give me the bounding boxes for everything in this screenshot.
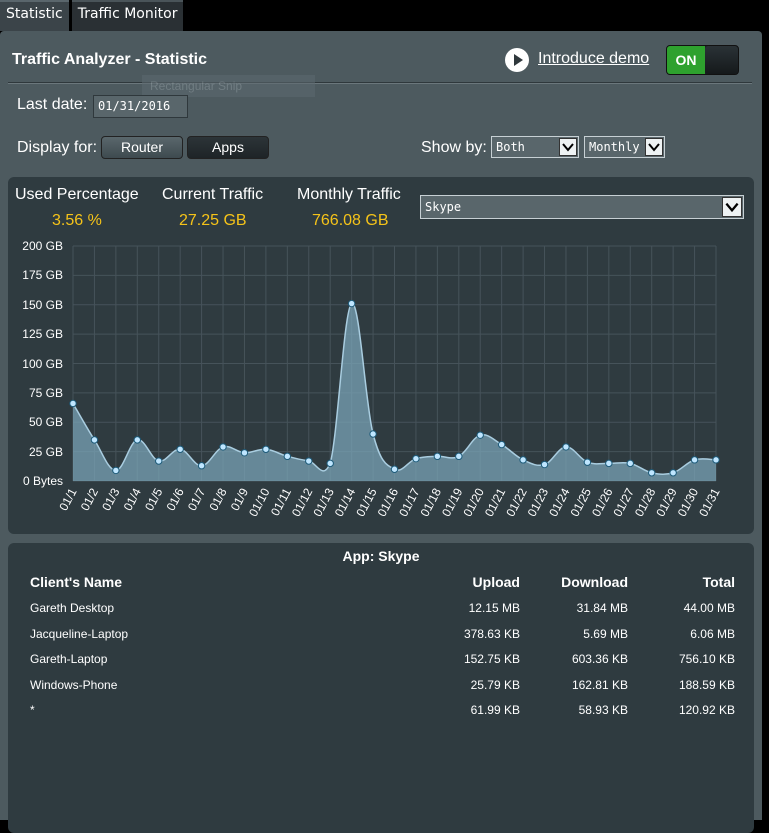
used-percentage-value: 3.56 % (52, 212, 102, 229)
table-cell-upload: 152.75 KB (463, 652, 520, 666)
period-select[interactable]: Monthly (584, 136, 665, 158)
y-tick-label: 200 GB (22, 239, 63, 253)
table-cell-total: 6.06 MB (690, 626, 735, 641)
last-date-input[interactable]: 01/31/2016 (93, 95, 188, 118)
table-cell-name: * (30, 703, 35, 717)
table-cell-download: 5.69 MB (583, 626, 628, 641)
table-cell-name: Gareth Desktop (30, 601, 115, 615)
y-tick-label: 125 GB (22, 327, 63, 342)
y-tick-label: 150 GB (22, 297, 63, 312)
table-cell-total: 756.10 KB (678, 652, 735, 666)
monthly-traffic-value: 766.08 GB (312, 212, 389, 229)
table-cell-total: 44.00 MB (683, 601, 735, 615)
app-select[interactable]: Skype (420, 195, 744, 219)
traffic-analyzer-toggle[interactable]: ON (666, 45, 739, 75)
table-cell-upload: 61.99 KB (470, 703, 520, 717)
table-cell-upload: 25.79 KB (470, 677, 520, 692)
direction-select[interactable]: Both (491, 136, 579, 158)
y-tick-label: 75 GB (28, 385, 63, 400)
display-for-label: Display for: (17, 139, 98, 156)
router-button[interactable]: Router (101, 136, 183, 159)
introduce-demo-link[interactable]: Introduce demo (538, 50, 650, 67)
table-cell-upload: 378.63 KB (463, 626, 520, 641)
table-cell-download: 603.36 KB (571, 652, 628, 666)
current-traffic-label: Current Traffic (162, 186, 264, 203)
toggle-on-label: ON (667, 46, 705, 74)
app-title: App: Skype (342, 548, 420, 564)
tab-traffic-monitor[interactable]: Traffic Monitor (71, 0, 184, 31)
chart-card: Used Percentage 3.56 % Current Traffic 2… (8, 177, 754, 534)
header-divider (8, 82, 752, 84)
y-tick-label: 175 GB (22, 268, 63, 283)
chevron-down-icon (559, 138, 577, 156)
toggle-knob (705, 46, 738, 74)
table-cell-upload: 12.15 MB (468, 601, 520, 615)
clients-table-card: App: Skype Client's Name Upload Download… (8, 543, 754, 833)
y-tick-label: 0 Bytes (22, 474, 63, 488)
show-by-label: Show by: (421, 139, 487, 156)
chevron-down-icon (645, 138, 663, 156)
tab-statistic[interactable]: Statistic (0, 0, 69, 31)
col-header-total: Total (702, 574, 735, 590)
page-title: Traffic Analyzer - Statistic (12, 51, 208, 68)
app-select-value: Skype (425, 200, 462, 214)
y-tick-label: 50 GB (28, 415, 63, 430)
direction-select-value: Both (496, 140, 525, 154)
monthly-traffic-label: Monthly Traffic (297, 186, 401, 203)
table-cell-download: 31.84 MB (576, 601, 628, 615)
last-date-label: Last date: (17, 96, 88, 113)
tab-bar: Statistic Traffic Monitor (0, 0, 184, 31)
col-header-download: Download (561, 574, 628, 590)
y-tick-label: 25 GB (28, 444, 63, 459)
table-cell-download: 58.93 KB (578, 703, 628, 717)
table-cell-download: 162.81 KB (571, 677, 628, 692)
table-cell-name: Windows-Phone (30, 677, 118, 692)
col-header-name: Client's Name (30, 574, 123, 590)
y-tick-label: 100 GB (22, 356, 63, 371)
current-traffic-value: 27.25 GB (179, 212, 247, 229)
col-header-upload: Upload (472, 574, 520, 590)
snip-tooltip: Rectangular Snip (142, 75, 315, 97)
period-select-value: Monthly (589, 140, 640, 154)
play-icon[interactable] (505, 48, 529, 72)
apps-button[interactable]: Apps (187, 136, 269, 159)
table-cell-name: Jacqueline-Laptop (30, 626, 129, 641)
chevron-down-icon (722, 197, 742, 217)
table-cell-name: Gareth-Laptop (30, 652, 108, 666)
table-cell-total: 188.59 KB (678, 677, 735, 692)
table-cell-total: 120.92 KB (678, 703, 735, 717)
used-percentage-label: Used Percentage (15, 186, 139, 203)
